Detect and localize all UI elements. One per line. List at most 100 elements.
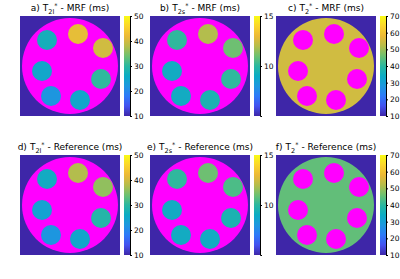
colorbar-tick: 10 (386, 251, 400, 260)
vial (326, 90, 346, 110)
vial (198, 163, 218, 183)
colorbar-tick-label: 30 (134, 62, 144, 71)
colorbar-tick: 70 (386, 12, 400, 21)
vial (167, 30, 187, 50)
vial (293, 169, 313, 189)
colorbar-tick: 30 (386, 218, 400, 227)
colorbar-tick-label: 20 (390, 95, 400, 104)
colorbar-tick-mark (130, 91, 132, 92)
colorbar-tick-label: 15 (264, 12, 274, 21)
colorbar-tick-label: 50 (390, 45, 400, 54)
colorbar-tick: 10 (130, 112, 144, 121)
vial (288, 61, 308, 81)
colorbar-tick: 60 (386, 29, 400, 38)
phantom (22, 157, 118, 253)
title-text: - MRF (ms) (315, 3, 364, 13)
panel-title: f)T2*- Reference (ms) (276, 141, 376, 155)
colorbar-tick-mark (386, 172, 388, 173)
colorbar-tick-label: 40 (390, 62, 400, 71)
vial (347, 69, 367, 89)
colorbar-axis: 10203040506070 (386, 151, 400, 260)
vial (32, 61, 52, 81)
vial (223, 38, 243, 58)
vial (200, 229, 220, 249)
colorbar-axis-line (131, 17, 133, 117)
colorbar (380, 16, 386, 116)
vial (70, 90, 90, 110)
colorbar-tick-label: 50 (134, 151, 144, 160)
colorbar-tick: 10 (130, 251, 144, 260)
colorbar-axis: 10 15 (260, 12, 274, 117)
background (150, 155, 250, 255)
panel-label: f) (276, 142, 283, 152)
vial (167, 169, 187, 189)
colorbar-tick-mark (386, 205, 388, 206)
vial (326, 229, 346, 249)
colorbar-tick: 50 (130, 12, 144, 21)
image (150, 16, 250, 116)
background (20, 16, 120, 116)
colorbar-tick: 20 (130, 87, 144, 96)
colorbar-tick-mark (386, 16, 388, 17)
vial (37, 169, 57, 189)
colorbar-tick-mark (130, 180, 132, 181)
vial (288, 200, 308, 220)
colorbar-axis: 1015 (260, 151, 274, 256)
colorbar-tick-mark (260, 66, 262, 67)
colorbar-tick: 20 (386, 95, 400, 104)
panel-label: e) (147, 142, 156, 152)
colorbar-tick: 20 (130, 226, 144, 235)
colorbar-tick-mark (130, 116, 132, 117)
vial (349, 177, 369, 197)
colorbar-tick-label: 10 (134, 112, 144, 121)
colorbar-axis-line (387, 17, 389, 117)
title-text: - Reference (ms) (301, 142, 376, 152)
vial (297, 86, 317, 106)
colorbar-tick-label: 10 (264, 62, 274, 71)
colorbar-tick: 50 (386, 184, 400, 193)
image (20, 155, 120, 255)
panel-label: a) (31, 3, 40, 13)
colorbar-tick-label: 40 (134, 37, 144, 46)
vial (91, 69, 111, 89)
colorbar-tick-mark (386, 99, 388, 100)
colorbar-tick-mark (386, 155, 388, 156)
colorbar-tick-label: 20 (390, 234, 400, 243)
colorbar-tick-label: 50 (134, 12, 144, 21)
vial (223, 177, 243, 197)
vial (221, 208, 241, 228)
colorbar-tick-label: 40 (390, 201, 400, 210)
colorbar-axis-line (261, 17, 263, 117)
colorbar-tick-mark (260, 205, 262, 206)
panel-title: d)T2l*- Reference (ms) (18, 141, 123, 155)
vial (324, 163, 344, 183)
colorbar-tick: 30 (130, 62, 144, 71)
colorbar-tick-label: 30 (390, 79, 400, 88)
colorbar-tick: 30 (130, 201, 144, 210)
colorbar-tick-label: 10 (390, 112, 400, 121)
colorbar-tick-label: 30 (390, 218, 400, 227)
colorbar-tick: 40 (386, 62, 400, 71)
colorbar-tick-mark (130, 155, 132, 156)
colorbar-tick-label: 20 (134, 226, 144, 235)
colorbar-tick: 70 (386, 151, 400, 160)
colorbar-tick-label: 60 (390, 29, 400, 38)
phantom (152, 157, 248, 253)
colorbar-tick: 40 (130, 176, 144, 185)
colorbar-tick: 50 (130, 151, 144, 160)
colorbar-tick-label: 20 (134, 87, 144, 96)
panel-title: c)T2*- MRF (ms) (288, 2, 364, 16)
colorbar-tick-label: 10 (390, 251, 400, 260)
colorbar-tick-label: 10 (264, 201, 274, 210)
colorbar-tick-mark (386, 33, 388, 34)
image (150, 155, 250, 255)
panel-title: b)T2s*- MRF (ms) (160, 2, 240, 16)
vial (41, 86, 61, 106)
colorbar-tick-mark (386, 83, 388, 84)
colorbar-tick-label: 30 (134, 201, 144, 210)
image (20, 16, 120, 116)
colorbar-tick-mark (386, 116, 388, 117)
colorbar (380, 155, 386, 255)
title-text: - Reference (ms) (178, 142, 253, 152)
colorbar-tick-mark (386, 238, 388, 239)
